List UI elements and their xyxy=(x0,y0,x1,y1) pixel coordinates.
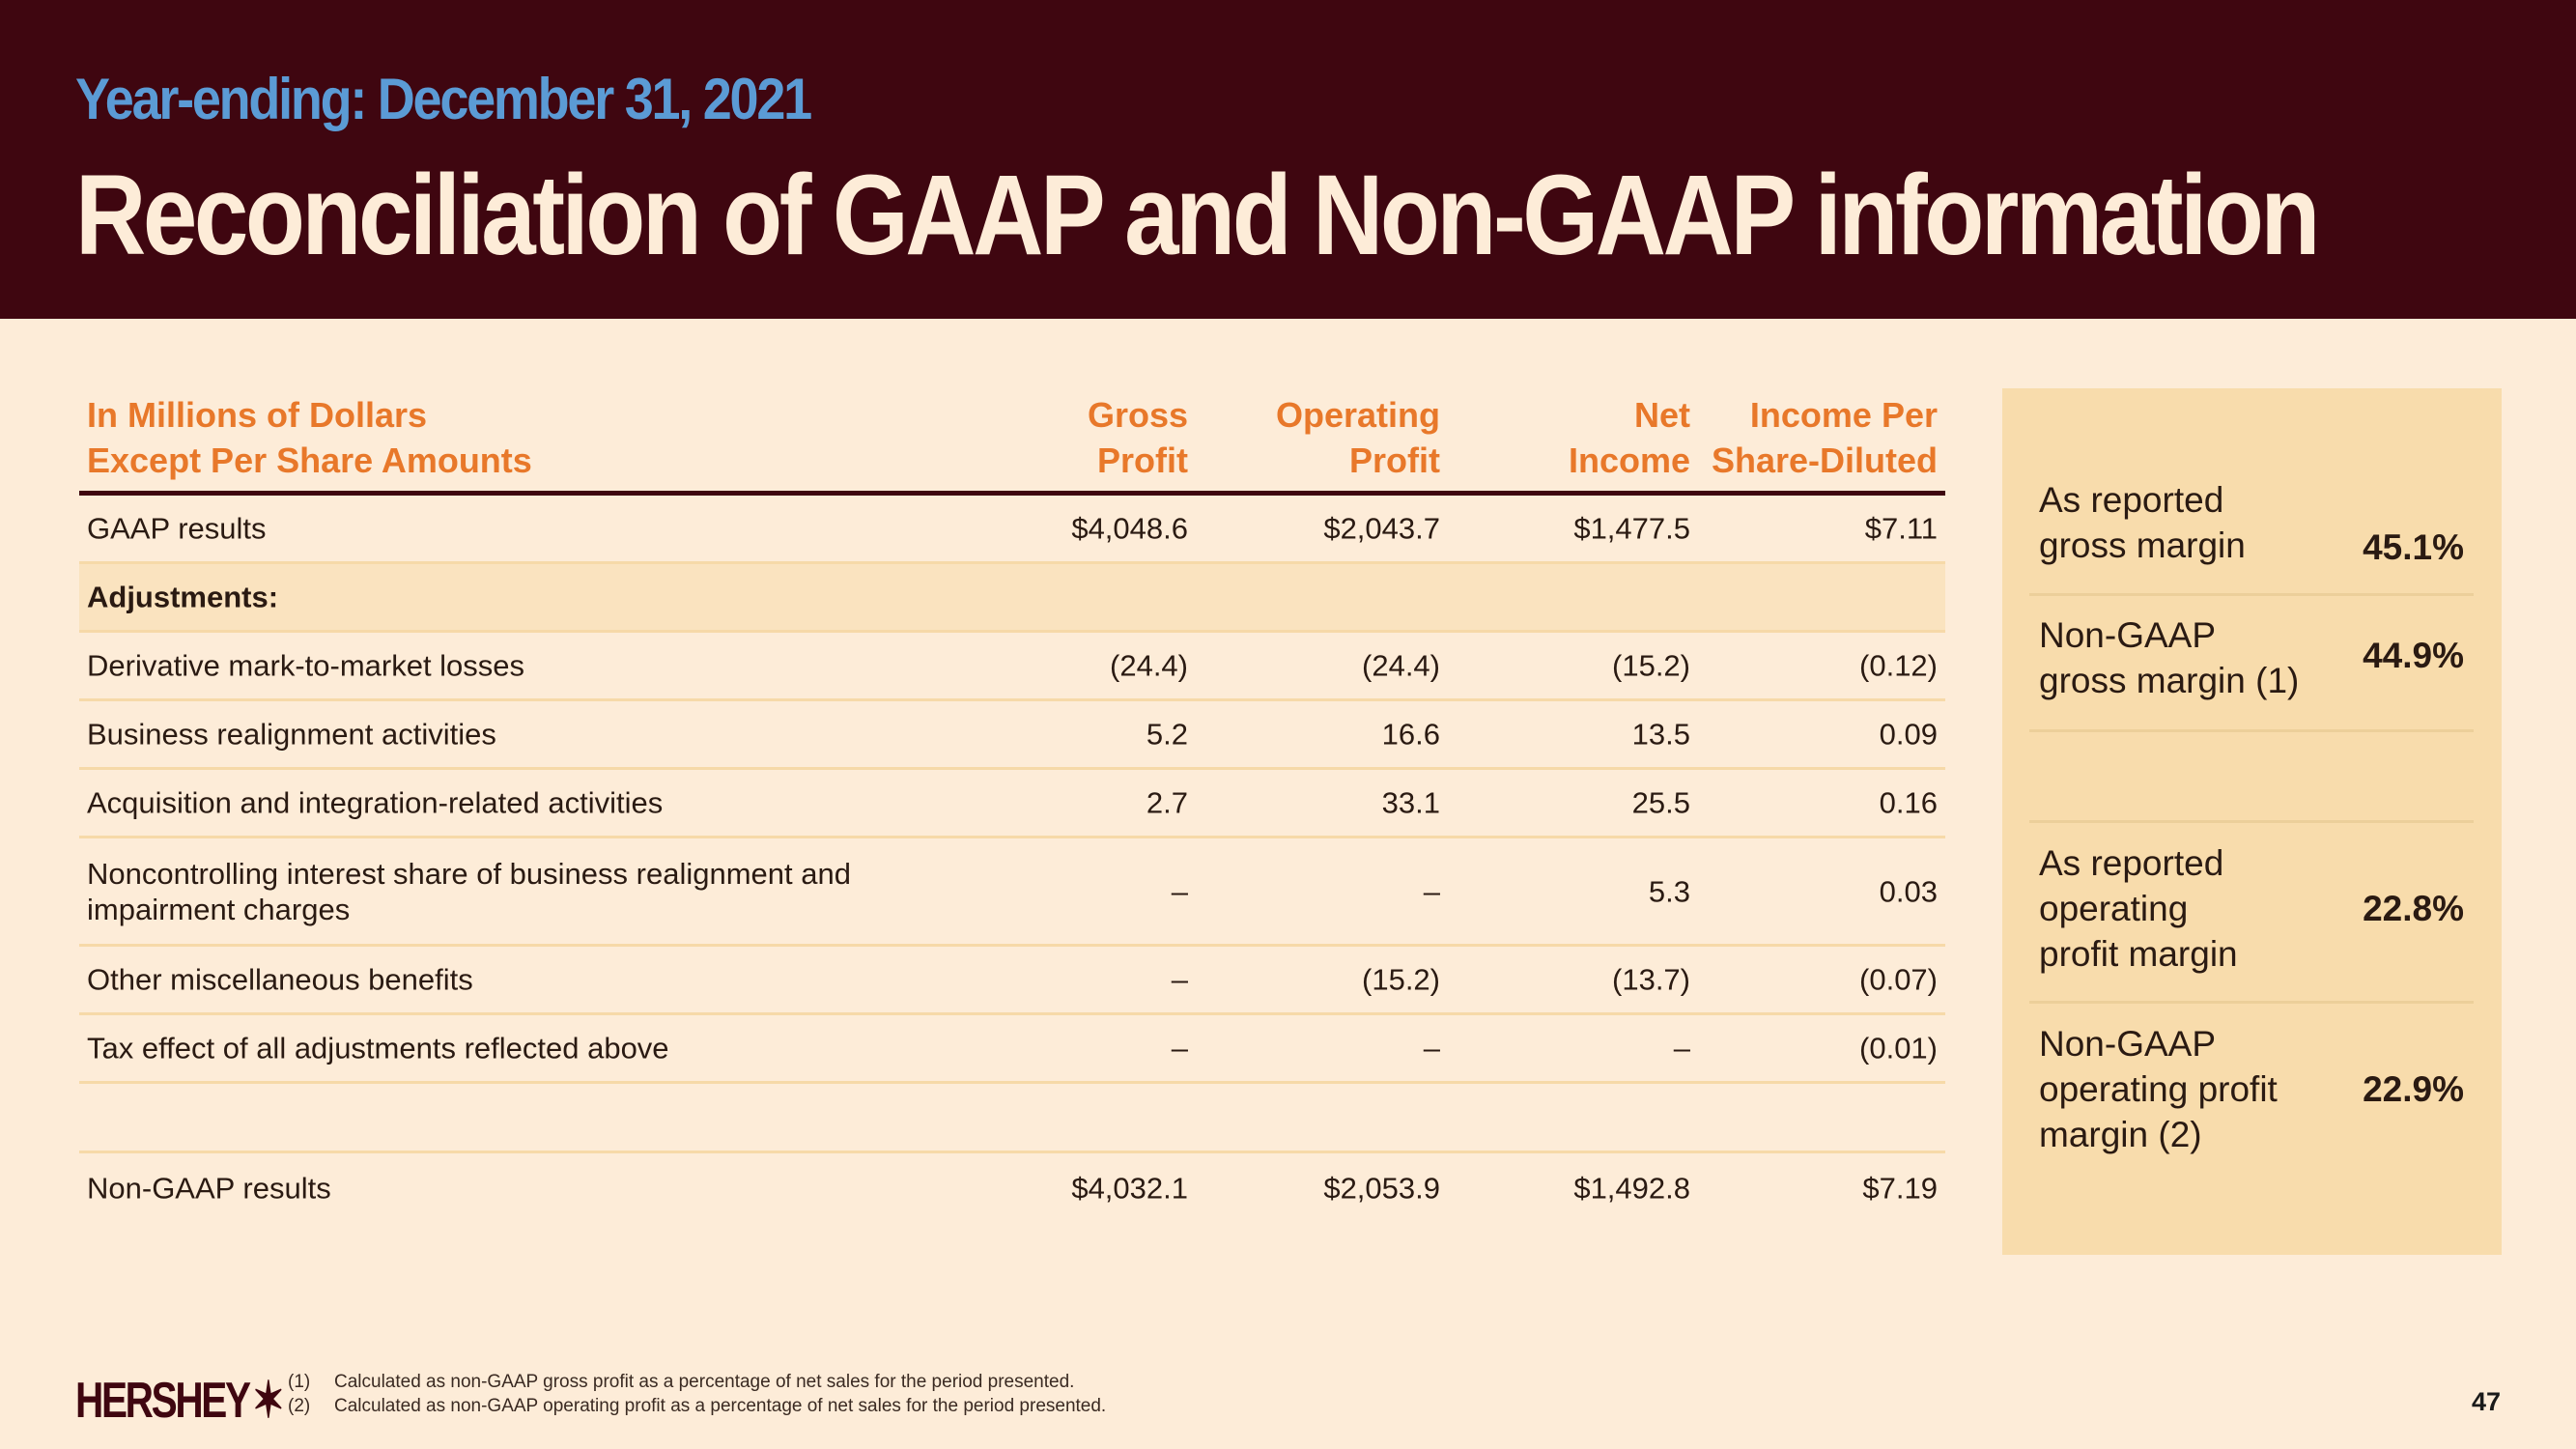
table-row-gaap-results: GAAP results $4,048.6 $2,043.7 $1,477.5 … xyxy=(79,496,1945,564)
margin-value: 45.1% xyxy=(2363,527,2464,567)
margin-value: 44.9% xyxy=(2363,636,2464,675)
column-header-net-income: Net Income xyxy=(1568,395,1690,480)
column-header-operating-profit: Operating Profit xyxy=(1275,395,1440,480)
reconciliation-table: In Millions of Dollars Except Per Share … xyxy=(79,386,1945,1222)
margin-summary-panel: As reported gross margin 45.1% Non-GAAP … xyxy=(2002,388,2502,1255)
hershey-logo: HERSHEY✶ xyxy=(75,1373,285,1429)
page-number: 47 xyxy=(2471,1387,2501,1416)
divider xyxy=(2029,729,2474,732)
page-title: Reconciliation of GAAP and Non-GAAP info… xyxy=(75,152,2320,279)
hershey-kiss-icon: ✶ xyxy=(251,1373,285,1429)
margin-item-reported-gross: As reported gross margin 45.1% xyxy=(2039,480,2464,567)
column-header-income-per-share: Income Per Share-Diluted xyxy=(1711,395,1938,480)
footnotes: (1) Calculated as non-GAAP gross profit … xyxy=(288,1370,1106,1418)
table-row: Tax effect of all adjustments reflected … xyxy=(79,1015,1945,1084)
header-banner: Year-ending: December 31, 2021 Reconcili… xyxy=(0,0,2576,319)
table-row: Noncontrolling interest share of busines… xyxy=(79,838,1945,947)
margin-value: 22.9% xyxy=(2363,1069,2464,1109)
table-header: In Millions of Dollars Except Per Share … xyxy=(79,386,1945,496)
table-row: Derivative mark-to-market losses (24.4) … xyxy=(79,633,1945,701)
page-subtitle: Year-ending: December 31, 2021 xyxy=(75,67,812,131)
column-header-label: In Millions of Dollars Except Per Share … xyxy=(87,395,532,480)
divider xyxy=(2029,1001,2474,1004)
margin-item-non-gaap-operating: Non-GAAP operating profit margin (2) 22.… xyxy=(2039,1024,2464,1154)
margin-item-reported-operating: As reported operating profit margin 22.8… xyxy=(2039,843,2464,974)
divider xyxy=(2029,820,2474,823)
divider xyxy=(2029,593,2474,596)
table-row: Acquisition and integration-related acti… xyxy=(79,770,1945,838)
margin-value: 22.8% xyxy=(2363,889,2464,928)
column-header-gross-profit: Gross Profit xyxy=(1087,395,1188,480)
table-row: Other miscellaneous benefits – (15.2) (1… xyxy=(79,947,1945,1015)
table-row-adjustments-heading: Adjustments: xyxy=(79,564,1945,633)
table-row-non-gaap-results: Non-GAAP results $4,032.1 $2,053.9 $1,49… xyxy=(87,1171,1938,1205)
footnote: (2) Calculated as non-GAAP operating pro… xyxy=(288,1396,1107,1416)
table-row: Business realignment activities 5.2 16.6… xyxy=(79,701,1945,770)
margin-item-non-gaap-gross: Non-GAAP gross margin (1) 44.9% xyxy=(2039,615,2464,700)
table-row-spacer xyxy=(79,1084,1945,1153)
footnote: (1) Calculated as non-GAAP gross profit … xyxy=(288,1372,1075,1392)
